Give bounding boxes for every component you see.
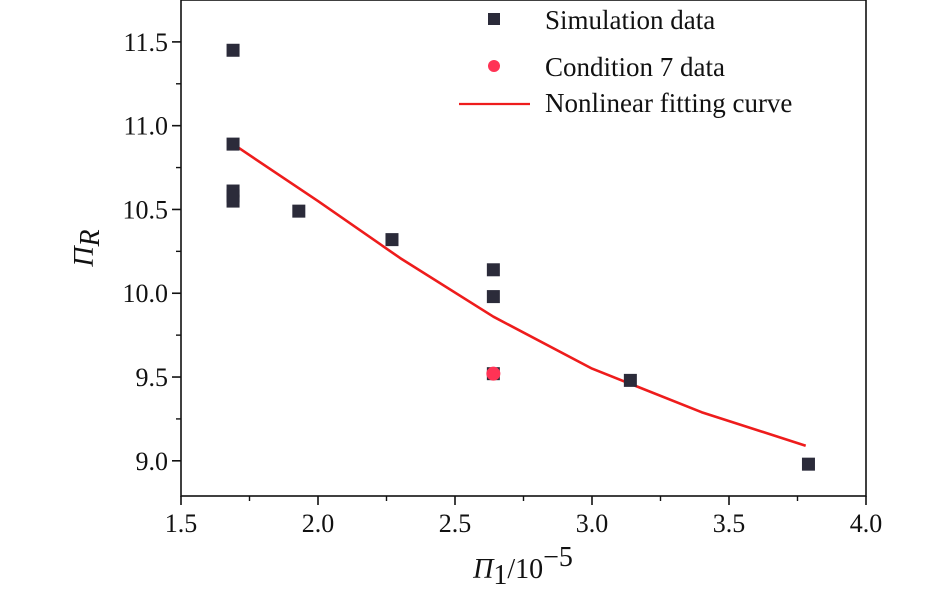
simulation-data-point [385,233,399,247]
simulation-data-point [226,194,240,208]
y-tick-label: 11.0 [123,112,168,141]
plot-area-frame [180,0,867,497]
simulation-data-point [486,290,500,304]
y-tick-label: 11.5 [123,28,168,57]
fit-curve-line [232,143,807,447]
x-tick-label: 2.5 [439,509,472,538]
x-tick-label: 2.0 [302,509,335,538]
simulation-data-point [623,373,637,387]
legend-label-simulation: Simulation data [545,5,715,35]
legend-marker-simulation [488,13,500,25]
simulation-data-point [801,457,815,471]
y-tick-label: 9.5 [136,363,169,392]
x-tick-label: 3.0 [576,509,609,538]
legend-marker-condition7 [488,60,500,72]
simulation-data-point [292,204,306,218]
y-tick-label: 9.0 [136,447,169,476]
legend: Simulation data Condition 7 data Nonline… [459,5,792,118]
simulation-data-point [226,137,240,151]
y-axis-title: ΠR [69,229,106,267]
x-axis-title: Π1/10−5 [472,542,573,591]
y-tick-label: 10.0 [123,279,169,308]
condition7-data-point [486,366,501,381]
legend-label-fit: Nonlinear fitting curve [545,88,792,118]
y-tick-label: 10.5 [123,195,169,224]
x-tick-label: 1.5 [165,509,198,538]
x-tick-label: 4.0 [850,509,883,538]
legend-label-condition7: Condition 7 data [545,52,725,82]
x-tick-label: 3.5 [713,509,746,538]
simulation-data-point [486,263,500,277]
simulation-data-point [226,43,240,57]
